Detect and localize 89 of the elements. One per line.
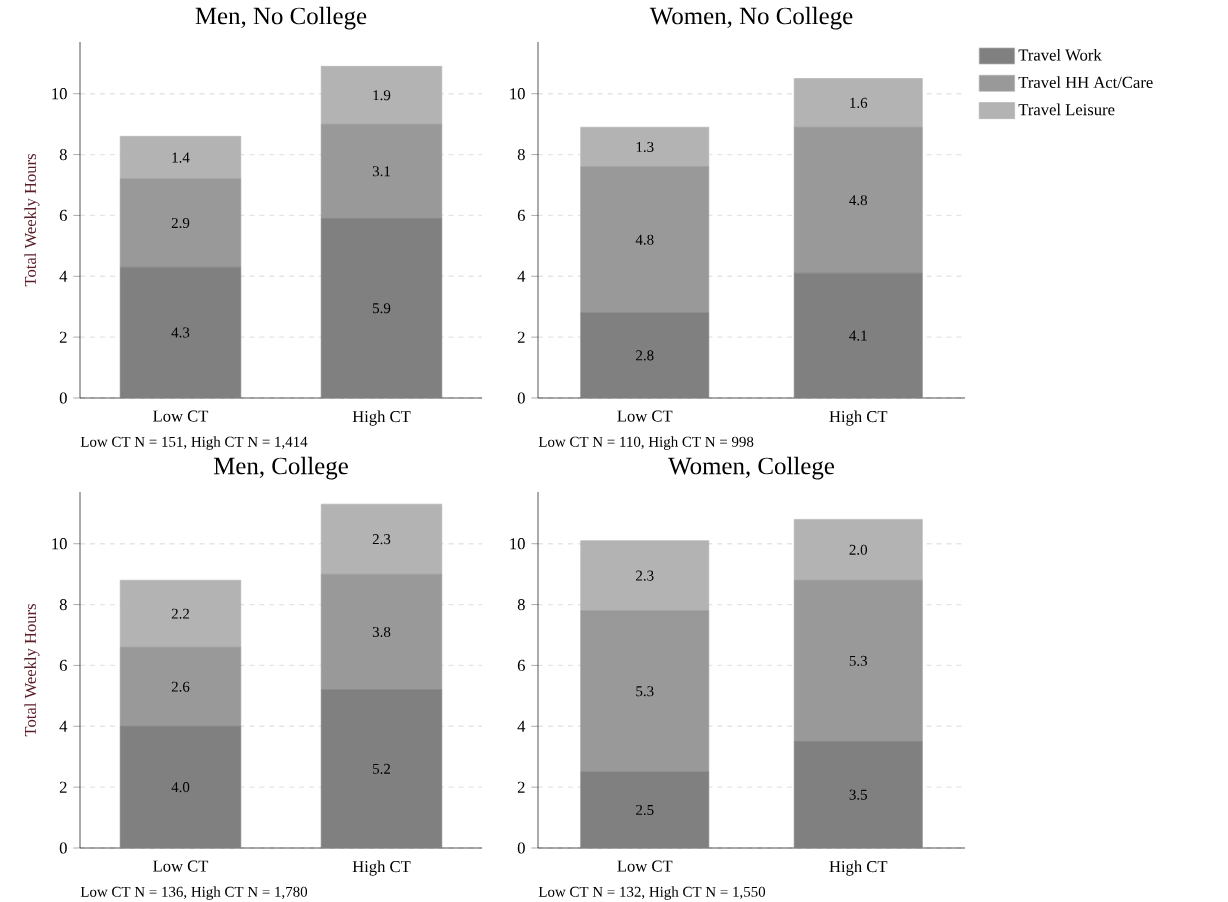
bar	[119, 646, 242, 727]
text: Low CT N = 132, High CT N = 1,550	[538, 886, 766, 900]
bar	[119, 579, 242, 648]
bar	[793, 579, 923, 742]
data-label: 4.1	[849, 330, 867, 341]
y-axis-title: Total Weekly Hours	[24, 604, 40, 737]
y-tick-label: 6	[59, 659, 67, 672]
y-tick-label: 10	[510, 538, 525, 550]
data-label: 5.3	[849, 655, 868, 666]
data-label: 4.8	[635, 234, 654, 245]
bar	[580, 540, 710, 611]
y-axis-title: Total Weekly Hours	[24, 154, 40, 287]
data-label: 1.6	[850, 97, 868, 108]
data-label: 1.9	[373, 90, 391, 101]
chart-title: Women, College	[668, 456, 835, 480]
bar	[580, 771, 710, 848]
bar	[793, 741, 923, 848]
chart-title: Women, No College	[649, 6, 853, 30]
y-tick-label: 2	[517, 781, 525, 793]
bar	[320, 123, 443, 219]
y-tick-label: 4	[59, 270, 68, 282]
data-label: 3.5	[849, 789, 868, 800]
y-tick-label: 4	[517, 270, 526, 282]
legend-label: Travel Leisure	[1018, 103, 1115, 116]
y-tick-label: 0	[59, 842, 67, 854]
bar	[320, 503, 443, 575]
data-label: 5.3	[636, 686, 654, 697]
data-label: 3.8	[372, 626, 391, 638]
data-label: 4.0	[171, 782, 190, 793]
y-tick-label: 10	[510, 88, 525, 100]
data-label: 5.2	[373, 763, 391, 774]
x-tick-label: Low CT	[153, 410, 209, 422]
legend-label: Travel HH Act/Care	[1018, 76, 1153, 88]
y-tick-label: 0	[517, 842, 525, 854]
y-tick-label: 0	[517, 392, 525, 404]
y-tick-label: 8	[59, 148, 67, 161]
y-tick-label: 0	[59, 392, 67, 404]
data-label: 4.8	[849, 195, 868, 206]
x-tick-label: Low CT	[153, 860, 209, 872]
data-label: 1.4	[172, 152, 190, 163]
data-label: 1.3	[636, 141, 654, 153]
data-label: 3.1	[372, 166, 390, 177]
data-label: 2.2	[171, 608, 190, 619]
text: Low CT N = 136, High CT N = 1,780	[80, 886, 308, 900]
y-tick-label: 8	[517, 148, 525, 161]
y-tick-label: 2	[59, 331, 67, 343]
data-label: 2.3	[372, 534, 391, 545]
chart-title: Men, College	[213, 456, 348, 480]
x-tick-label: High CT	[352, 410, 411, 426]
x-tick-label: Low CT	[617, 410, 673, 422]
bar	[793, 126, 923, 274]
bar	[580, 166, 710, 314]
y-tick-label: 8	[517, 598, 525, 611]
data-label: 4.3	[171, 327, 190, 338]
data-label: 2.0	[849, 544, 868, 555]
y-tick-label: 8	[59, 598, 67, 611]
data-label: 2.8	[636, 350, 654, 361]
data-label: 5.9	[373, 303, 391, 314]
bar	[793, 519, 923, 581]
chart-title: Men, No College	[195, 6, 367, 30]
y-tick-label: 6	[517, 209, 525, 221]
bar	[580, 312, 710, 398]
bar	[580, 610, 710, 773]
data-label: 2.9	[171, 217, 190, 229]
legend-label: Travel Work	[1018, 48, 1102, 61]
bar	[793, 78, 923, 128]
bar	[793, 272, 923, 398]
text: Low CT N = 151, High CT N = 1,414	[80, 436, 308, 450]
data-label: 2.6	[171, 681, 190, 692]
bar	[119, 178, 242, 268]
x-tick-label: Low CT	[617, 860, 673, 872]
bar	[320, 66, 443, 125]
y-tick-label: 4	[517, 720, 526, 732]
data-label: 2.5	[636, 804, 654, 816]
text: Low CT N = 110, High CT N = 998	[538, 436, 754, 450]
y-tick-label: 2	[59, 781, 67, 793]
y-tick-label: 6	[59, 209, 67, 221]
x-tick-label: High CT	[829, 410, 888, 426]
bar	[119, 135, 242, 180]
y-tick-label: 2	[517, 331, 525, 343]
y-tick-label: 4	[59, 720, 68, 732]
bar	[580, 126, 710, 168]
y-tick-label: 6	[517, 659, 525, 672]
x-tick-label: High CT	[352, 860, 411, 876]
x-tick-label: High CT	[829, 860, 888, 876]
bar	[320, 573, 443, 691]
data-label: 2.3	[636, 570, 654, 581]
y-tick-label: 10	[52, 538, 67, 550]
y-tick-label: 10	[52, 88, 67, 100]
